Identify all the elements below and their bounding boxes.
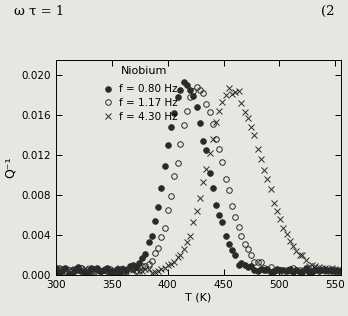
f = 0.80 Hz [66,272,71,276]
Text: (2: (2 [321,5,334,18]
X-axis label: T (K): T (K) [185,293,212,302]
Text: Niobium: Niobium [121,66,168,76]
Text: ω τ = 1: ω τ = 1 [14,5,64,18]
f = 4.30 Hz [92,267,96,270]
f = 4.30 Hz [54,270,58,274]
f = 4.30 Hz [150,271,154,275]
f = 0.80 Hz [54,266,58,270]
f = 0.80 Hz [304,266,308,270]
f = 4.30 Hz [339,268,343,271]
f = 4.30 Hz [140,269,144,273]
f = 4.30 Hz [259,157,263,161]
f = 1.17 Hz [195,85,199,88]
f = 0.80 Hz [259,267,263,270]
f = 4.30 Hz [298,253,302,257]
f = 1.17 Hz [300,269,304,272]
f = 0.80 Hz [182,80,186,84]
f = 1.17 Hz [255,260,260,264]
Line: f = 4.30 Hz: f = 4.30 Hz [52,84,345,276]
Legend: f = 0.80 Hz, f = 1.17 Hz, f = 4.30 Hz: f = 0.80 Hz, f = 1.17 Hz, f = 4.30 Hz [98,80,182,126]
f = 0.80 Hz [95,267,99,270]
f = 1.17 Hz [54,269,58,272]
f = 1.17 Hz [92,270,96,274]
f = 1.17 Hz [333,268,337,272]
f = 4.30 Hz [333,267,337,271]
f = 0.80 Hz [339,269,343,273]
f = 1.17 Hz [339,268,343,272]
f = 0.80 Hz [298,270,302,274]
f = 1.17 Hz [294,268,298,272]
Y-axis label: Q⁻¹: Q⁻¹ [4,157,17,178]
f = 1.17 Hz [320,271,324,275]
f = 4.30 Hz [304,258,308,262]
Line: f = 0.80 Hz: f = 0.80 Hz [53,79,344,276]
f = 4.30 Hz [227,86,231,90]
f = 1.17 Hz [140,264,144,267]
f = 0.80 Hz [143,252,147,256]
Line: f = 1.17 Hz: f = 1.17 Hz [53,84,344,276]
f = 0.80 Hz [333,269,337,273]
